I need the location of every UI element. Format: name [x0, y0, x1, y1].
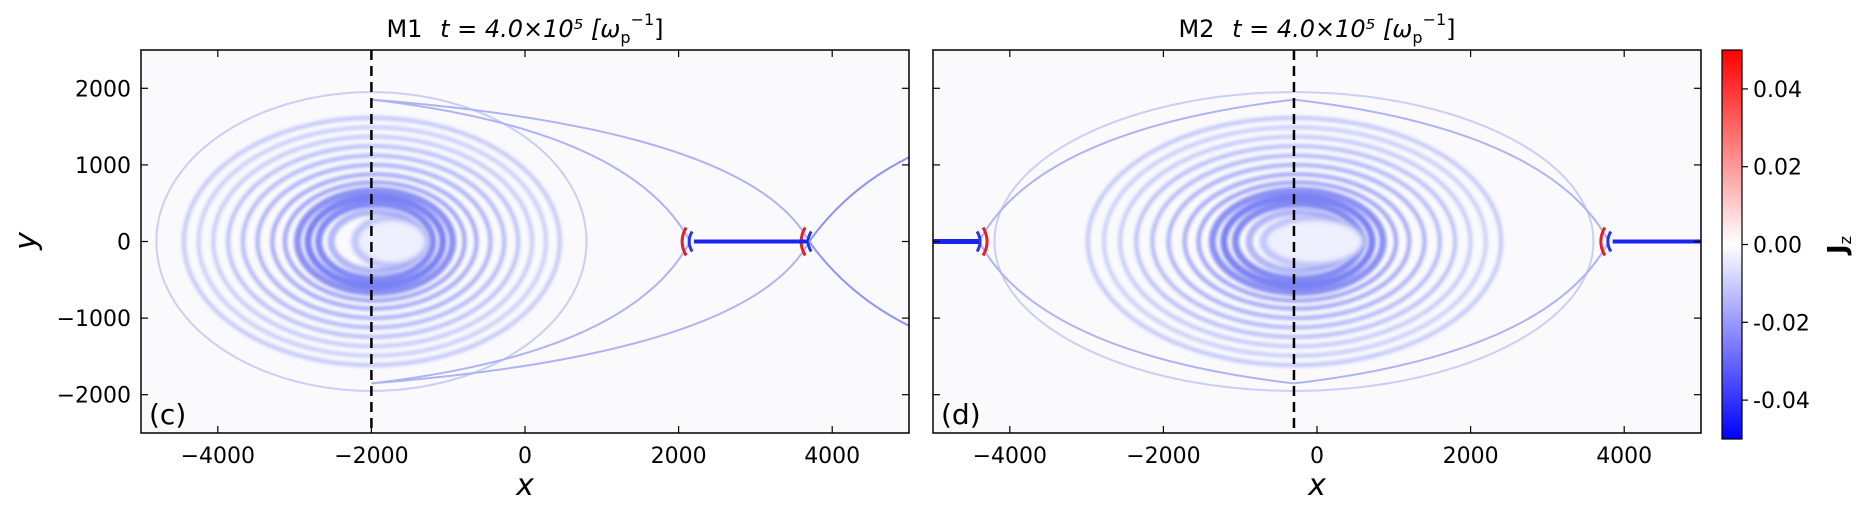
colorbar-tick-label: -0.02 — [1753, 311, 1810, 336]
x-tick-label: 4000 — [1596, 444, 1652, 469]
colorbar: -0.04 -0.02 0.00 0.02 0.04 Jz — [1721, 49, 1855, 440]
x-point-red — [981, 226, 989, 257]
colorbar-gradient — [1721, 49, 1743, 440]
plasmoid-ring — [293, 186, 457, 297]
x-ticks-m2: −4000 −2000 0 2000 4000 — [973, 50, 1652, 469]
x-axis-label-m1: x — [515, 468, 534, 503]
plasmoid-ring — [304, 193, 447, 290]
plasmoid-ring — [1166, 162, 1427, 321]
y-tick-label: −1000 — [57, 307, 131, 332]
x-tick-label: −2000 — [1126, 444, 1200, 469]
separatrix — [371, 241, 811, 385]
panel-m1: M1 t = 4.0×10⁵ [ωp−1] −4000 −2000 0 2000 400… — [9, 10, 910, 503]
x-axis-label-m2: x — [1307, 468, 1326, 503]
plasmoid-ring — [1150, 153, 1442, 330]
plasmoid-ring — [1134, 144, 1458, 339]
y-tick-label: 1000 — [75, 154, 131, 179]
outflow-arc — [808, 156, 909, 243]
plasmoid-ring — [211, 134, 535, 349]
panel-tag-c: (c) — [149, 398, 186, 431]
separatrix — [978, 98, 1295, 242]
separatrix — [371, 98, 811, 242]
panel-m2: M2 t = 4.0×10⁵ [ωp−1] −4000 −2000 0 2000 400… — [932, 10, 1702, 503]
x-tick-label: −2000 — [334, 444, 408, 469]
x-point-blue — [1606, 230, 1613, 253]
plasmoid-ring — [240, 153, 507, 330]
plasmoid-ring — [1196, 180, 1399, 303]
x-tick-label: 0 — [518, 444, 532, 469]
x-point-blue — [975, 230, 982, 253]
colorbar-ticks: -0.04 -0.02 0.00 0.02 0.04 — [1742, 78, 1810, 414]
x-ticks-m1: −4000 −2000 0 2000 4000 — [181, 50, 860, 469]
x-tick-label: 2000 — [1443, 444, 1499, 469]
outflow-arc — [808, 240, 909, 327]
y-ticks-m2 — [933, 87, 1701, 396]
y-tick-label: −2000 — [57, 384, 131, 409]
x-point-red — [1599, 226, 1607, 257]
panel-tag-d: (d) — [941, 398, 981, 431]
y-tick-label: 2000 — [75, 77, 131, 102]
x-tick-label: 2000 — [651, 444, 707, 469]
separatrix — [371, 98, 692, 242]
x-point-blue — [687, 230, 694, 253]
plasmoid-ring — [226, 144, 521, 339]
separatrix — [1293, 98, 1610, 242]
plasmoid-ring — [1182, 172, 1412, 311]
plasmoid-ring — [270, 172, 479, 311]
plasmoid-ring — [1220, 193, 1376, 290]
panel-title-m1: M1 t = 4.0×10⁵ [ωp−1] — [386, 10, 663, 47]
colorbar-tick-label: 0.04 — [1753, 78, 1802, 103]
colorbar-title: Jz — [1823, 236, 1855, 256]
separatrix — [1293, 241, 1610, 385]
x-tick-label: 4000 — [804, 444, 860, 469]
plasmoid-ring — [255, 162, 493, 321]
y-ticks-m1: −2000 −1000 0 1000 2000 — [57, 77, 909, 409]
plasmoid-ring — [315, 200, 437, 283]
y-axis-label-m1: y — [9, 231, 44, 251]
plasmoid-ring — [1118, 134, 1473, 349]
plasmoid-ring — [282, 180, 467, 303]
y-tick-label: 0 — [117, 231, 131, 256]
x-tick-label: 0 — [1310, 444, 1324, 469]
x-point-red — [680, 226, 688, 257]
colorbar-tick-label: 0.02 — [1753, 156, 1802, 181]
plasmoid-core — [1261, 215, 1367, 268]
colorbar-tick-label: -0.04 — [1753, 389, 1810, 414]
heatmap-field-m2 — [933, 91, 1701, 392]
plasmoid-core — [352, 215, 430, 268]
colorbar-tick-label: 0.00 — [1753, 234, 1802, 259]
plasmoid-ring — [1208, 186, 1387, 297]
x-tick-label: −4000 — [181, 444, 255, 469]
separatrix — [371, 241, 692, 385]
x-tick-label: −4000 — [973, 444, 1047, 469]
separatrix — [978, 241, 1295, 385]
panel-title-m2: M2 t = 4.0×10⁵ [ωp−1] — [1178, 10, 1455, 47]
